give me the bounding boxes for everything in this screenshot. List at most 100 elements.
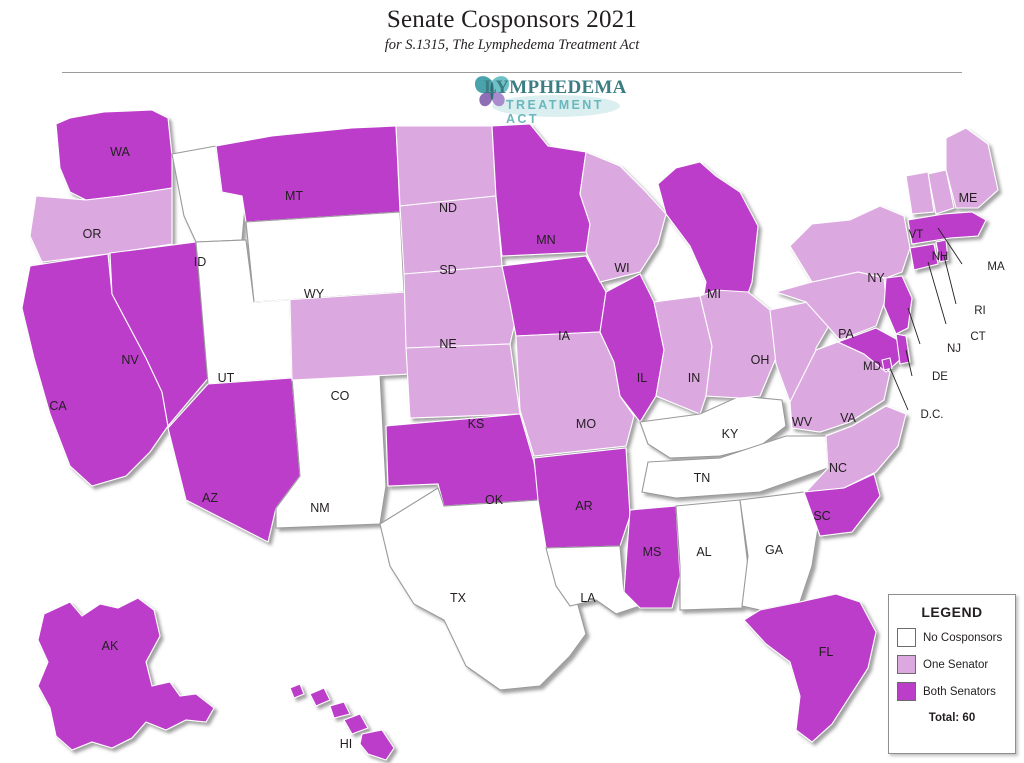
page-subtitle: for S.1315, The Lymphedema Treatment Act (384, 37, 640, 53)
label-IL: IL (637, 371, 647, 385)
label-LA: LA (580, 591, 596, 605)
state-IN[interactable] (653, 295, 713, 415)
logo-swoosh-shape (492, 95, 620, 117)
label-MN: MN (536, 233, 555, 247)
legend-label-one-senator: One Senator (923, 658, 989, 671)
label-NH: NH (932, 251, 949, 263)
label-OK: OK (485, 493, 504, 507)
state-IA[interactable] (501, 255, 607, 337)
legend-total: Total: 60 (928, 712, 976, 724)
state-CT[interactable] (909, 243, 939, 271)
state-KY[interactable] (639, 395, 787, 459)
state-FL[interactable] (743, 593, 877, 743)
state-AR[interactable] (533, 447, 631, 549)
label-MA: MA (987, 261, 1005, 273)
logo-title-line2: TREATMENT ACT (506, 98, 604, 126)
label-TX: TX (450, 591, 467, 605)
state-HI[interactable] (289, 683, 395, 761)
label-SD: SD (439, 263, 456, 277)
label-NE: NE (439, 337, 456, 351)
state-AL[interactable] (675, 499, 749, 611)
label-ME: ME (959, 191, 978, 205)
label-OH: OH (751, 353, 770, 367)
label-MO: MO (576, 417, 596, 431)
state-NJ[interactable] (883, 275, 913, 335)
label-MT: MT (285, 189, 303, 203)
legend-item-both-senators: Both Senators (897, 682, 1015, 701)
state-WI[interactable] (579, 151, 667, 283)
label-AK: AK (102, 639, 119, 653)
state-OR[interactable] (29, 187, 173, 263)
leader-lines (889, 227, 963, 411)
butterfly-icon (474, 76, 510, 107)
label-VT: VT (909, 229, 924, 241)
label-DC: D.C. (921, 409, 944, 421)
label-WY: WY (304, 287, 325, 301)
map-svg: WA OR CA NV ID MT WY UT AZ NM CO ND SD N… (21, 109, 1005, 761)
label-MI: MI (707, 287, 721, 301)
state-VT[interactable] (905, 171, 935, 215)
legend-item-one-senator: One Senator (897, 655, 1015, 674)
state-NE[interactable] (403, 265, 517, 349)
state-VA[interactable] (789, 341, 891, 433)
state-NC[interactable] (804, 405, 907, 493)
state-OH[interactable] (699, 289, 777, 399)
label-NC: NC (829, 461, 847, 475)
state-AK[interactable] (37, 597, 215, 751)
label-AL: AL (696, 545, 711, 559)
label-MD: MD (863, 361, 881, 373)
lymphedema-treatment-act-logo: LYMPHEDEMA TREATMENT ACT (462, 73, 642, 126)
state-WY[interactable] (245, 211, 405, 303)
page-title: Senate Cosponsors 2021 (386, 6, 638, 33)
label-MS: MS (643, 545, 662, 559)
state-TX[interactable] (379, 487, 587, 691)
us-choropleth-map: WA OR CA NV ID MT WY UT AZ NM CO ND SD N… (0, 96, 1024, 763)
label-NV: NV (121, 353, 139, 367)
state-ME[interactable] (945, 127, 999, 209)
state-DC[interactable] (881, 357, 893, 371)
label-IN: IN (688, 371, 701, 385)
label-KS: KS (468, 417, 485, 431)
label-SC: SC (813, 509, 830, 523)
label-HI: HI (340, 737, 353, 751)
legend-swatch-one-senator (897, 655, 916, 674)
state-KS[interactable] (405, 343, 521, 419)
state-IL[interactable] (599, 273, 665, 423)
state-OK[interactable] (385, 413, 541, 507)
label-CO: CO (331, 389, 350, 403)
label-WV: WV (792, 415, 813, 429)
label-PA: PA (838, 327, 854, 341)
legend-title: LEGEND (921, 604, 983, 620)
state-NH[interactable] (927, 169, 955, 215)
label-CA: CA (49, 399, 67, 413)
label-DE: DE (932, 371, 948, 383)
label-IA: IA (558, 329, 570, 343)
state-RI[interactable] (935, 239, 949, 263)
logo-title-line1: LYMPHEDEMA (484, 77, 627, 98)
state-ND[interactable] (395, 125, 497, 207)
state-LA[interactable] (545, 545, 642, 615)
label-WA: WA (110, 145, 130, 159)
legend-label-both-senators: Both Senators (923, 685, 996, 698)
label-FL: FL (819, 645, 834, 659)
label-CT: CT (970, 331, 985, 343)
state-MT[interactable] (215, 125, 401, 223)
label-NY: NY (867, 271, 885, 285)
legend: LEGEND No Cosponsors One Senator Both Se… (888, 594, 1016, 754)
state-WA[interactable] (55, 109, 173, 201)
label-AZ: AZ (202, 491, 218, 505)
state-NM[interactable] (275, 373, 387, 529)
header-divider (62, 72, 962, 73)
state-SC[interactable] (803, 473, 881, 537)
label-OR: OR (83, 227, 102, 241)
label-UT: UT (218, 371, 235, 385)
legend-label-no-cosponsors: No Cosponsors (923, 631, 1003, 644)
label-RI: RI (974, 305, 986, 317)
legend-swatch-both-senators (897, 682, 916, 701)
state-NY[interactable] (789, 205, 911, 283)
legend-item-no-cosponsors: No Cosponsors (897, 628, 1015, 647)
label-TN: TN (694, 471, 711, 485)
state-CO[interactable] (253, 291, 411, 381)
state-DE[interactable] (895, 333, 911, 365)
state-MA[interactable] (907, 211, 987, 245)
